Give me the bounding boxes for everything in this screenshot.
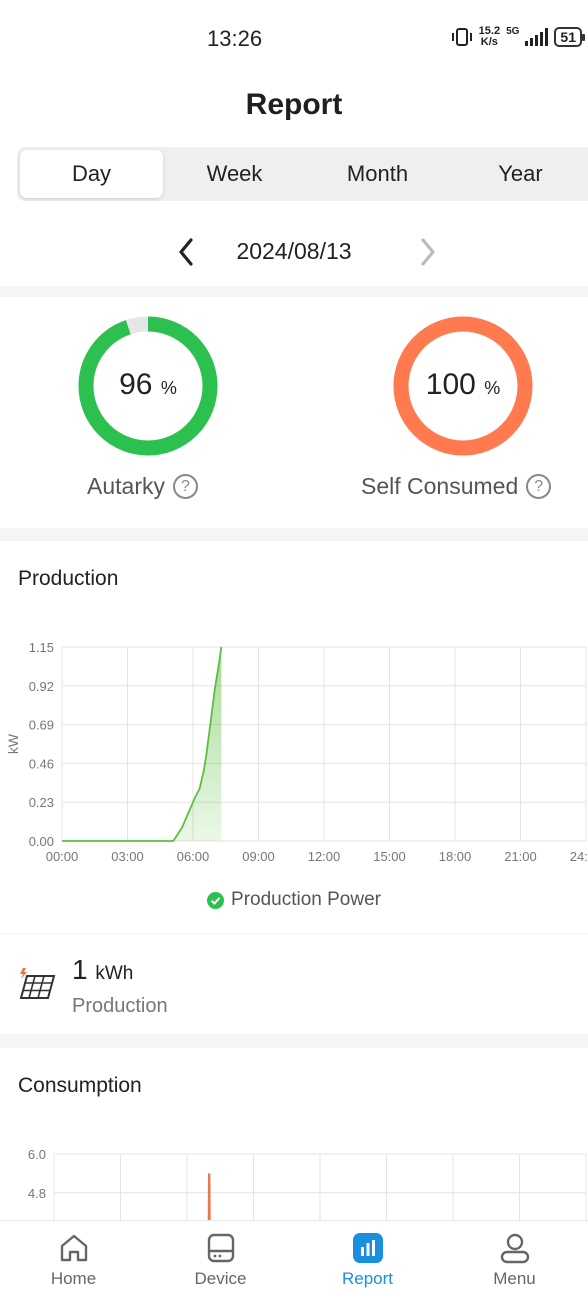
- signal-icon: [525, 28, 549, 46]
- production-total-unit: kWh: [95, 963, 134, 984]
- net-speed-unit: K/s: [480, 36, 498, 48]
- consumption-title: Consumption: [18, 1074, 142, 1097]
- autarky-label: Autarky: [87, 473, 165, 499]
- vibrate-icon: [451, 28, 472, 46]
- production-total-label: Production: [72, 995, 168, 1017]
- report-icon: [352, 1233, 383, 1263]
- help-icon[interactable]: ?: [526, 474, 552, 499]
- autarky-gauge: 96 %: [77, 315, 219, 457]
- x-tick-label: 12:00: [308, 849, 341, 864]
- production-line: [62, 646, 223, 842]
- check-icon: [207, 891, 225, 909]
- production-total: 1 kWh: [72, 954, 133, 986]
- status-icons: 15.2 K/s 5G 51: [451, 26, 585, 48]
- consumption-chart: 4.8 6.0: [28, 1147, 587, 1220]
- x-tick-label: 24:00: [570, 849, 588, 864]
- nav-menu-label: Menu: [493, 1269, 536, 1288]
- battery-level: 51: [560, 29, 576, 45]
- nav-report[interactable]: Report: [294, 1221, 441, 1292]
- nav-menu[interactable]: Menu: [441, 1221, 588, 1292]
- user-icon: [500, 1233, 529, 1264]
- x-tick-label: 06:00: [177, 849, 210, 864]
- solar-panel-icon: [19, 968, 56, 999]
- self-consumed-number: 100: [425, 368, 476, 401]
- nav-home-label: Home: [50, 1269, 97, 1288]
- production-title: Production: [18, 567, 119, 590]
- consumption-line: [207, 1173, 211, 1220]
- net-speed-value: 15.2: [478, 25, 501, 37]
- y-tick-label: 0.92: [29, 679, 54, 694]
- y-tick-label: 6.0: [28, 1147, 46, 1162]
- x-tick-label: 03:00: [111, 849, 144, 864]
- consumption-card: Consumption 4.8 6.0: [0, 1048, 588, 1220]
- autarky-ring: [78, 316, 218, 456]
- nav-device-label: Device: [194, 1269, 247, 1288]
- y-tick-label: 0.23: [29, 795, 54, 810]
- production-chart: 0.00 0.23 0.46 0.69 0.92 1.15 00:00 03:00 06:00 0…: [5, 640, 588, 864]
- tab-month[interactable]: Month: [346, 161, 409, 186]
- y-tick-label: 0.69: [29, 718, 54, 733]
- x-tick-label: 18:00: [439, 849, 472, 864]
- page-title: Report: [245, 88, 343, 121]
- status-time: 13:26: [207, 26, 263, 51]
- nav-report-label: Report: [341, 1269, 394, 1288]
- y-tick-label: 0.00: [29, 834, 54, 849]
- self-consumed-label-row: Self Consumed ?: [361, 473, 552, 500]
- autarky-unit: %: [160, 378, 177, 398]
- net-speed: 15.2 K/s: [479, 26, 500, 48]
- period-tabs: Day Week Month Year: [17, 147, 588, 201]
- y-axis-label: kW: [5, 733, 21, 754]
- production-summary: 1 kWh Production: [0, 934, 588, 1034]
- tab-week[interactable]: Week: [206, 161, 263, 186]
- autarky-label-row: Autarky ?: [87, 473, 198, 500]
- nav-device[interactable]: Device: [147, 1221, 294, 1292]
- self-consumed-value: 100 %: [392, 368, 534, 402]
- date-label[interactable]: 2024/08/13: [236, 238, 352, 264]
- tab-day[interactable]: Day: [20, 150, 163, 198]
- y-tick-label: 0.46: [29, 756, 54, 771]
- date-navigator: 2024/08/13: [0, 234, 588, 270]
- report-header: Report Day Week Month Year 2024/08/13: [0, 72, 588, 286]
- home-icon: [60, 1234, 87, 1262]
- legend-label: Production Power: [231, 889, 381, 910]
- y-tick-label: 1.15: [29, 640, 54, 655]
- tab-year[interactable]: Year: [498, 161, 543, 186]
- network-type: 5G: [506, 26, 520, 37]
- self-consumed-label: Self Consumed: [361, 473, 519, 499]
- production-legend[interactable]: Production Power: [0, 889, 588, 911]
- status-bar: 13:26 15.2 K/s 5G 51: [0, 0, 588, 72]
- device-icon: [207, 1233, 234, 1263]
- x-tick-label: 00:00: [46, 849, 79, 864]
- ratio-card: 96 % Autarky ? 100 % Self Consumed ?: [0, 297, 588, 528]
- x-tick-label: 09:00: [242, 849, 275, 864]
- chevron-left-icon[interactable]: [172, 234, 202, 270]
- self-consumed-gauge: 100 %: [392, 315, 534, 457]
- self-consumed-ring: [393, 316, 533, 456]
- chevron-right-icon[interactable]: [412, 234, 442, 270]
- nav-home[interactable]: Home: [0, 1221, 147, 1292]
- self-consumed-unit: %: [484, 378, 501, 398]
- production-total-value: 1: [72, 954, 88, 985]
- battery-icon: 51: [554, 27, 585, 47]
- x-tick-label: 15:00: [373, 849, 406, 864]
- help-icon[interactable]: ?: [172, 474, 198, 499]
- y-tick-label: 4.8: [28, 1186, 46, 1201]
- production-area: [62, 647, 222, 841]
- autarky-number: 96: [119, 368, 153, 401]
- x-tick-label: 21:00: [504, 849, 537, 864]
- production-card: Production 0.00 0.23 0.46 0.69 0.92 1.15 00:00…: [0, 541, 588, 933]
- autarky-value: 96 %: [77, 368, 219, 402]
- bottom-nav: Home Device Report Menu: [0, 1220, 588, 1292]
